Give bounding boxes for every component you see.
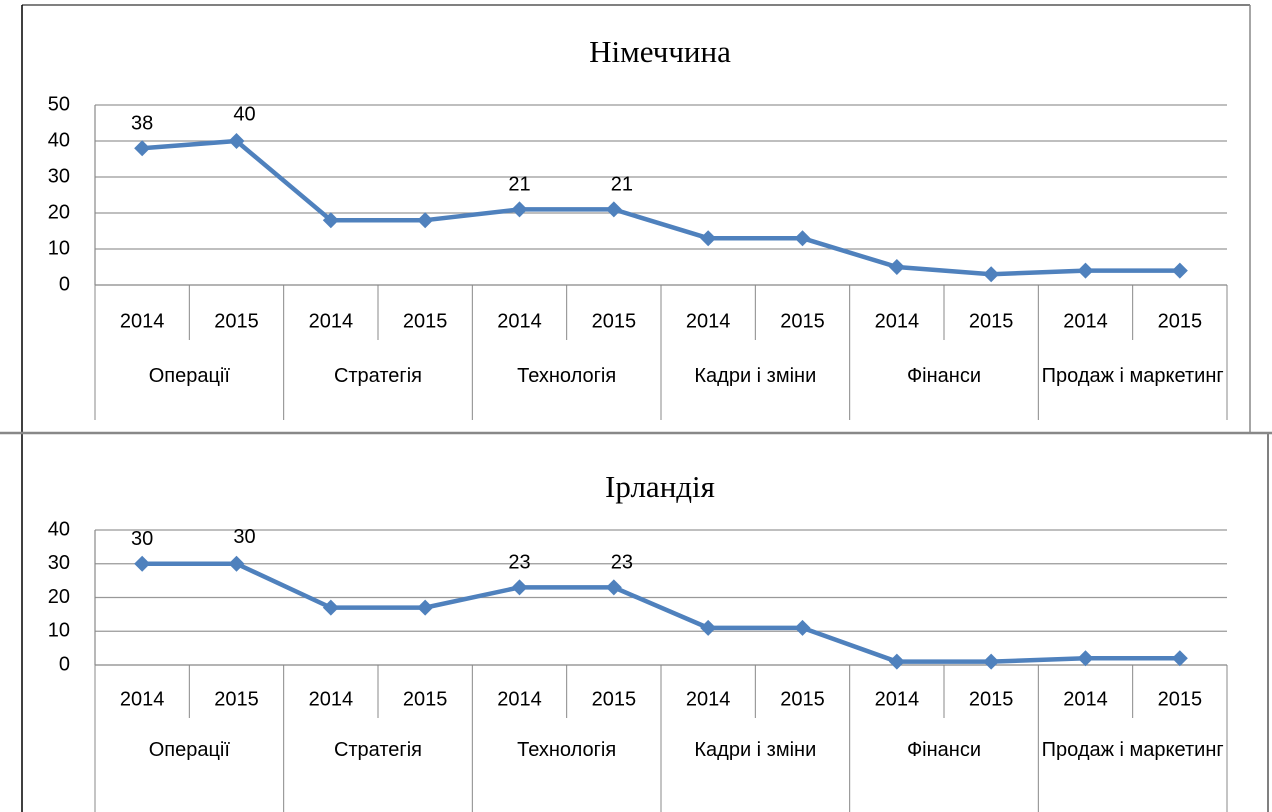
data-label: 40 (233, 103, 255, 125)
group-label-box: Технологія (517, 365, 617, 387)
marker (1171, 262, 1188, 279)
marker (700, 619, 717, 636)
x-tick-label: 2014 (497, 688, 542, 710)
group-label-box: Фінанси (906, 739, 981, 761)
x-tick-label: 2015 (969, 310, 1014, 332)
marker (322, 212, 339, 229)
y-tick-label: 20 (48, 586, 70, 608)
data-label: 23 (508, 552, 530, 574)
group-label-box: Технологія (517, 739, 617, 761)
x-tick-label: 2015 (403, 310, 448, 332)
marker (983, 653, 1000, 670)
group-label: Технологія (517, 739, 617, 761)
marker (228, 133, 245, 149)
x-tick-label: 2015 (592, 688, 637, 710)
data-label: 23 (611, 552, 633, 574)
x-tick-label: 2015 (1158, 688, 1203, 710)
group-label-box: Продаж і маркетинг (1041, 365, 1224, 387)
y-tick-label: 20 (48, 201, 70, 223)
x-tick-label: 2015 (214, 688, 259, 710)
marker (794, 619, 811, 636)
x-tick-label: 2015 (214, 310, 259, 332)
x-tick-label: 2014 (875, 688, 920, 710)
x-tick-label: 2014 (686, 688, 731, 710)
marker (417, 599, 434, 616)
group-label: Операції (148, 365, 230, 387)
group-label-box: Продаж і маркетинг (1041, 739, 1224, 761)
x-tick-label: 2014 (1063, 688, 1108, 710)
x-tick-label: 2015 (403, 688, 448, 710)
marker (605, 579, 622, 596)
marker (700, 230, 717, 247)
group-label-box: Фінанси (906, 365, 981, 387)
x-tick-label: 2015 (592, 310, 637, 332)
data-label: 30 (131, 528, 153, 550)
group-label-box: Кадри і зміни (694, 365, 817, 387)
marker (134, 140, 151, 157)
y-tick-label: 40 (48, 129, 70, 151)
x-tick-label: 2015 (780, 688, 825, 710)
x-tick-label: 2014 (309, 688, 354, 710)
x-tick-label: 2014 (120, 310, 165, 332)
marker (1171, 650, 1188, 667)
y-tick-label: 10 (48, 620, 70, 642)
chart-title: Ірландія (605, 469, 715, 504)
marker (888, 653, 905, 670)
y-tick-label: 30 (48, 552, 70, 574)
group-label: Стратегія (333, 365, 422, 387)
group-label: Фінанси (906, 739, 981, 761)
marker (511, 201, 528, 218)
group-label: Продаж і маркетинг (1041, 365, 1224, 387)
marker (1077, 650, 1094, 667)
marker (134, 555, 151, 572)
group-label: Кадри і зміни (694, 739, 817, 761)
y-tick-label: 0 (59, 273, 70, 295)
group-label-box: Стратегія (333, 739, 422, 761)
marker (794, 230, 811, 247)
y-tick-label: 50 (48, 93, 70, 115)
group-label: Продаж і маркетинг (1041, 739, 1224, 761)
marker (322, 599, 339, 616)
series-line (142, 561, 1180, 664)
x-tick-label: 2015 (1158, 310, 1203, 332)
marker (1077, 262, 1094, 279)
marker (983, 266, 1000, 283)
data-label: 30 (233, 526, 255, 548)
data-label: 21 (611, 174, 633, 196)
y-tick-label: 40 (48, 518, 70, 540)
x-tick-label: 2014 (497, 310, 542, 332)
group-label: Стратегія (333, 739, 422, 761)
group-label-box: Операції (148, 365, 230, 387)
x-tick-label: 2014 (875, 310, 920, 332)
group-label: Фінанси (906, 365, 981, 387)
group-label-box: Операції (148, 739, 230, 761)
x-tick-label: 2014 (309, 310, 354, 332)
group-label-box: Стратегія (333, 365, 422, 387)
marker (417, 212, 434, 229)
marker (888, 259, 905, 275)
series-line (141, 138, 1180, 277)
x-tick-label: 2014 (120, 688, 165, 710)
x-tick-label: 2014 (1063, 310, 1108, 332)
y-tick-label: 0 (59, 653, 70, 675)
group-label: Кадри і зміни (694, 365, 817, 387)
x-tick-label: 2015 (969, 688, 1014, 710)
y-tick-label: 10 (48, 237, 70, 259)
marker (228, 555, 245, 572)
chart-title: Німеччина (589, 34, 731, 69)
group-label: Технологія (517, 365, 617, 387)
group-label: Операції (148, 739, 230, 761)
group-label-box: Кадри і зміни (694, 739, 817, 761)
x-tick-label: 2015 (780, 310, 825, 332)
marker (605, 201, 622, 218)
data-label: 21 (508, 174, 530, 196)
marker (511, 579, 528, 596)
y-tick-label: 30 (48, 165, 70, 187)
data-label: 38 (131, 112, 153, 134)
x-tick-label: 2014 (686, 310, 731, 332)
